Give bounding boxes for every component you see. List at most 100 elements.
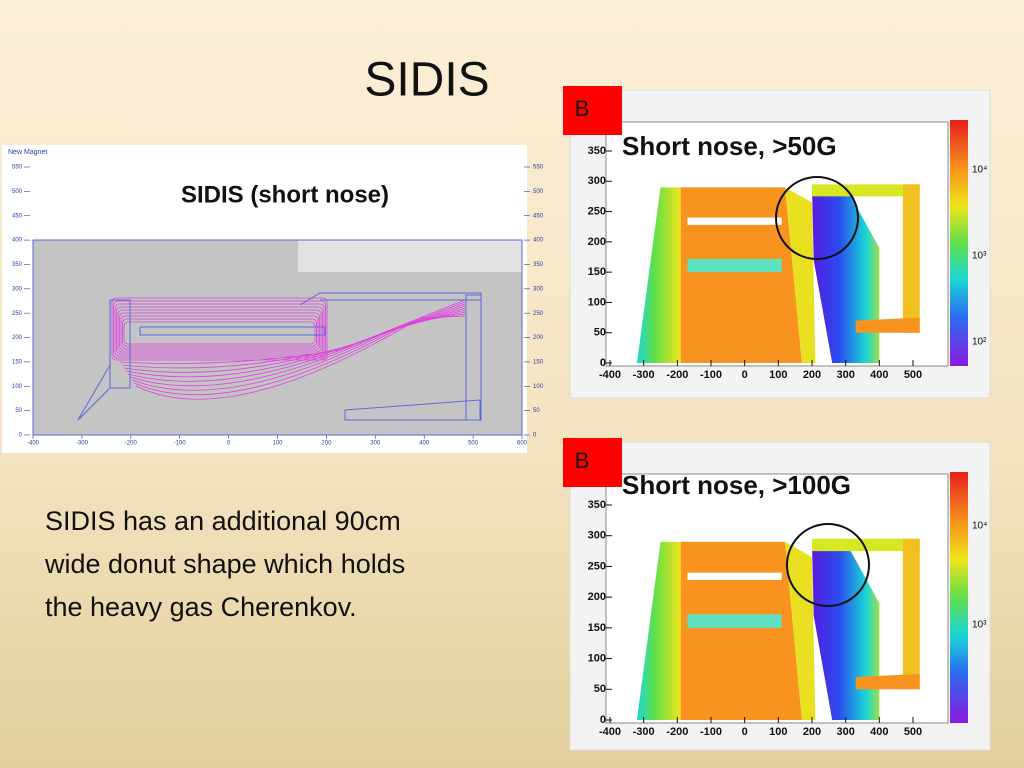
x-tick-label: 100 [769, 726, 787, 738]
field-plot: 10⁴ 10³ 10² 0 50 100 150 200 250 300 350 -400 -300 -2… [563, 86, 991, 399]
coil-right [902, 184, 920, 333]
x-tick-label: 0 [742, 726, 748, 738]
field-line [129, 309, 466, 387]
body-line: the heavy gas Cherenkov. [45, 592, 357, 622]
colorbar-label: 10⁴ [972, 521, 987, 532]
y-tick-label: 150 [588, 266, 606, 278]
badge-label: B [575, 96, 590, 121]
colorbar-label: 10² [972, 337, 987, 348]
field-line [122, 318, 317, 347]
y-tick-label: 200 [533, 335, 544, 341]
y-tick-label: 200 [588, 236, 606, 248]
colorbar-label: 10³ [972, 251, 987, 262]
x-tick-label: 200 [803, 726, 821, 738]
y-tick-label: 350 [588, 145, 606, 157]
x-tick-label: 500 [904, 726, 922, 738]
body-line: wide donut shape which holds [44, 549, 405, 579]
y-tick-label: 200 [12, 335, 23, 341]
field-line [135, 315, 466, 400]
y-tick-label: 150 [533, 359, 544, 365]
coil-bottom [855, 673, 920, 690]
x-tick-label: 400 [870, 726, 888, 738]
field-plot: 10⁴ 10³ 0 50 100 150 200 250 300 350 -400 -300 -200-… [563, 438, 991, 751]
y-tick-label: 450 [533, 213, 544, 219]
y-tick-label: 500 [12, 189, 23, 195]
field-line [131, 311, 466, 391]
outline [465, 294, 482, 421]
field-line [133, 313, 466, 396]
x-tick-label: -300 [633, 369, 655, 381]
x-tick-label: 600 [517, 441, 528, 447]
x-tick-label: 0 [227, 441, 231, 447]
x-tick-label: -300 [76, 441, 89, 447]
y-tick-label: 450 [12, 213, 23, 219]
field-core [680, 187, 802, 363]
field-wedge [636, 541, 681, 720]
slab-line [687, 572, 782, 580]
field-line [114, 303, 325, 357]
field-line [123, 303, 466, 373]
slab-band [687, 614, 782, 628]
magnet-figure: New Magnet SIDIS (short nose) 0 0 50 50 100 1… [2, 145, 544, 453]
y-tick-label: 400 [12, 238, 23, 244]
y-tick-label: 350 [588, 499, 606, 511]
x-tick-label: -300 [633, 726, 655, 738]
field-line [111, 297, 328, 361]
y-tick-label: 100 [588, 296, 606, 308]
x-tick-label: 400 [870, 369, 888, 381]
y-tick-label: 200 [588, 591, 606, 603]
x-tick-label: 400 [419, 441, 430, 447]
y-tick-label: 100 [533, 384, 544, 390]
field-mid [785, 187, 816, 363]
field-line [119, 312, 320, 351]
coil-right [902, 538, 920, 690]
y-tick-label: 250 [12, 311, 23, 317]
x-tick-label: 500 [904, 369, 922, 381]
x-tick-label: -200 [666, 726, 688, 738]
field-line [127, 307, 466, 382]
y-tick-label: 550 [12, 165, 23, 171]
x-tick-label: 300 [836, 369, 854, 381]
y-tick-label: 300 [12, 286, 23, 292]
x-tick-label: 300 [370, 441, 381, 447]
colorbar-label: 10⁴ [972, 165, 987, 176]
y-tick-label: 50 [15, 408, 22, 414]
y-tick-label: 300 [533, 286, 544, 292]
field-line [125, 305, 466, 378]
figure-label: New Magnet [8, 149, 47, 156]
plot-caption: Short nose, >100G [622, 470, 851, 500]
badge [563, 86, 622, 135]
coil [299, 292, 482, 306]
x-tick-label: -100 [700, 369, 722, 381]
coil-top [812, 184, 920, 197]
x-tick-label: -200 [666, 369, 688, 381]
field-line [123, 321, 316, 345]
field-core [680, 541, 802, 720]
highlight-circle [775, 176, 859, 260]
coil-bottom [855, 317, 920, 333]
y-tick-label: 50 [594, 683, 606, 695]
field-line [117, 309, 322, 353]
x-tick-label: -100 [700, 726, 722, 738]
field-line [116, 306, 323, 355]
x-tick-label: 500 [468, 441, 479, 447]
y-tick-label: 350 [533, 262, 544, 268]
y-tick-label: 400 [533, 238, 544, 244]
y-tick-label: 100 [12, 384, 23, 390]
y-tick-label: 550 [533, 165, 544, 171]
coil-top [812, 538, 920, 552]
figure-caption: SIDIS (short nose) [181, 181, 389, 208]
y-tick-label: 0 [600, 714, 606, 726]
y-tick-label: 300 [588, 530, 606, 542]
y-tick-label: 0 [533, 433, 537, 439]
field-wedge [636, 187, 681, 363]
x-tick-label: -100 [174, 441, 187, 447]
x-tick-label: -200 [125, 441, 138, 447]
y-tick-label: 0 [19, 433, 23, 439]
coil [139, 326, 326, 336]
plot-caption: Short nose, >50G [622, 131, 837, 161]
x-tick-label: 200 [321, 441, 332, 447]
x-tick-label: 200 [803, 369, 821, 381]
